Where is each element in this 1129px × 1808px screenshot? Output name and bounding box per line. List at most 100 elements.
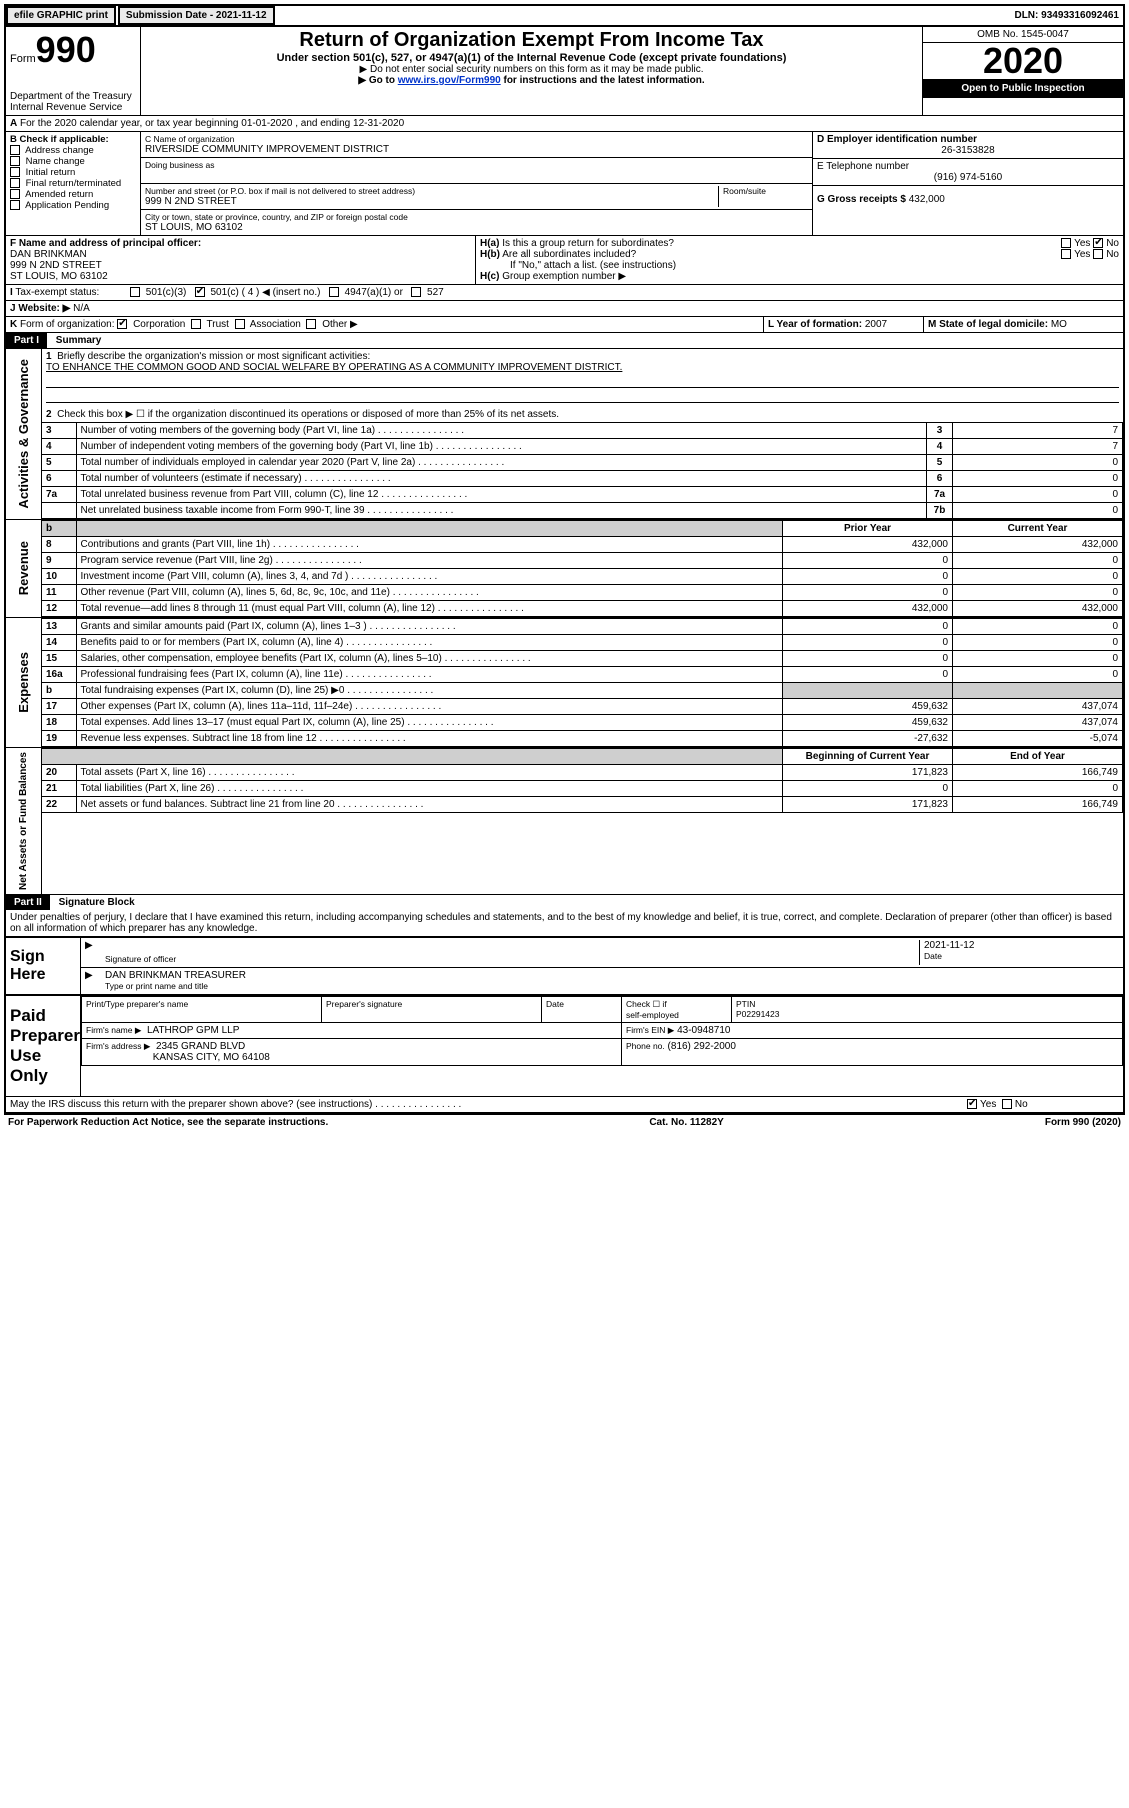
room-label: Room/suite [723,186,808,196]
form-number: 990 [36,29,96,70]
part2-bar: Part II [6,895,50,910]
note2-post: for instructions and the latest informat… [501,75,705,86]
colb-item: Initial return [26,167,76,178]
colb-item: Application Pending [25,200,109,211]
org-name-label: C Name of organization [145,134,808,144]
colb-checkbox[interactable] [10,189,20,199]
officer-addr2: ST LOUIS, MO 63102 [10,271,471,282]
opt-trust: Trust [207,319,229,330]
colb-checkbox[interactable] [10,178,20,188]
officer-addr1: 999 N 2ND STREET [10,260,471,271]
dept-label: Department of the Treasury Internal Reve… [10,91,136,113]
form990-link[interactable]: www.irs.gov/Form990 [398,75,501,86]
no-label: No [1015,1099,1028,1110]
name-title-label: Type or print name and title [105,981,208,991]
footer-right: Form 990 (2020) [1045,1117,1121,1128]
h-c: Group exemption number ▶ [502,271,626,282]
officer-name-title: DAN BRINKMAN TREASURER [105,970,246,981]
line-k-label: Form of organization: [20,319,115,330]
firm-phone-label: Phone no. [626,1041,665,1051]
footer-mid: Cat. No. 11282Y [649,1117,723,1128]
no-label: No [1106,249,1119,260]
colb-checkbox[interactable] [10,145,20,155]
col-d: D Employer identification number 26-3153… [813,132,1123,235]
firm-name: LATHROP GPM LLP [147,1025,239,1036]
hb-yes-checkbox[interactable] [1061,249,1071,259]
q1-answer: TO ENHANCE THE COMMON GOOD AND SOCIAL WE… [46,362,622,373]
discuss-question: May the IRS discuss this return with the… [10,1099,372,1110]
ein-label: D Employer identification number [817,134,1119,145]
q2: Check this box ▶ ☐ if the organization d… [57,409,559,420]
ha-yes-checkbox[interactable] [1061,238,1071,248]
hdr-beg: Beginning of Current Year [783,749,953,765]
form-header: Form990 Department of the Treasury Inter… [6,27,1123,115]
line-l-val: 2007 [865,319,887,330]
prep-date-hdr: Date [542,997,622,1023]
top-bar: efile GRAPHIC print Submission Date - 20… [4,4,1125,27]
other-checkbox[interactable] [306,319,316,329]
side-expenses: Expenses [14,648,33,717]
ein-value: 26-3153828 [817,145,1119,156]
part2-title: Signature Block [53,897,135,908]
city-label: City or town, state or province, country… [145,212,808,222]
submission-date-button[interactable]: Submission Date - 2021-11-12 [118,6,275,25]
ptin-label: PTIN [736,999,755,1009]
hdr-curr: Current Year [953,521,1123,537]
firm-ein: 43-0948710 [677,1025,730,1036]
h-b-note: If "No," attach a list. (see instruction… [480,260,1119,271]
col-b-title: B Check if applicable: [10,134,109,145]
corp-checkbox[interactable] [117,319,127,329]
sign-here-label: Sign Here [6,938,81,994]
colb-checkbox[interactable] [10,167,20,177]
self-emp-label2: self-employed [626,1010,679,1020]
discuss-yes-checkbox[interactable] [967,1099,977,1109]
activities-table: 3Number of voting members of the governi… [42,422,1123,519]
sign-here-block: Sign Here ▶ Signature of officer 2021-11… [6,936,1123,994]
efile-print-button[interactable]: efile GRAPHIC print [6,6,116,25]
firm-addr-label: Firm's address ▶ [86,1041,150,1051]
501c-checkbox[interactable] [195,287,205,297]
hdr-end: End of Year [953,749,1123,765]
col-b: B Check if applicable: Address change Na… [6,132,141,235]
sig-date: 2021-11-12 [924,940,974,951]
line-l-label: L Year of formation: [768,319,862,330]
hb-no-checkbox[interactable] [1093,249,1103,259]
4947-checkbox[interactable] [329,287,339,297]
gross-value: 432,000 [909,194,945,205]
assoc-checkbox[interactable] [235,319,245,329]
firm-addr2: KANSAS CITY, MO 64108 [153,1052,270,1063]
discuss-no-checkbox[interactable] [1002,1099,1012,1109]
opt-501c: 501(c) ( 4 ) ◀ (insert no.) [210,287,320,298]
firm-ein-label: Firm's EIN ▶ [626,1025,674,1035]
side-revenue: Revenue [14,537,33,599]
net-table: Beginning of Current Year End of Year 20… [42,748,1123,813]
col-c: C Name of organization RIVERSIDE COMMUNI… [141,132,813,235]
trust-checkbox[interactable] [191,319,201,329]
prep-sig-hdr: Preparer's signature [322,997,542,1023]
colb-checkbox[interactable] [10,156,20,166]
sig-date-label: Date [924,951,942,961]
colb-item: Amended return [25,189,93,200]
dba-label: Doing business as [145,160,808,170]
line-m-label: M State of legal domicile: [928,319,1048,330]
side-activities: Activities & Governance [14,355,33,513]
q1: Briefly describe the organization's miss… [57,351,370,362]
no-label: No [1106,238,1119,249]
org-city: ST LOUIS, MO 63102 [145,222,808,233]
501c3-checkbox[interactable] [130,287,140,297]
form-label: Form [10,53,36,65]
opt-501c3: 501(c)(3) [146,287,187,298]
side-net: Net Assets or Fund Balances [16,748,31,894]
org-address: 999 N 2ND STREET [145,196,718,207]
h-b: Are all subordinates included? [502,249,636,260]
revenue-table: b Prior Year Current Year 8Contributions… [42,520,1123,617]
opt-other: Other ▶ [322,319,357,330]
org-name: RIVERSIDE COMMUNITY IMPROVEMENT DISTRICT [145,144,808,155]
527-checkbox[interactable] [411,287,421,297]
block-f-label: F Name and address of principal officer: [10,238,201,249]
h-a: Is this a group return for subordinates? [502,238,674,249]
ha-no-checkbox[interactable] [1093,238,1103,248]
colb-checkbox[interactable] [10,200,20,210]
part1-bar: Part I [6,333,47,348]
firm-name-label: Firm's name ▶ [86,1025,141,1035]
